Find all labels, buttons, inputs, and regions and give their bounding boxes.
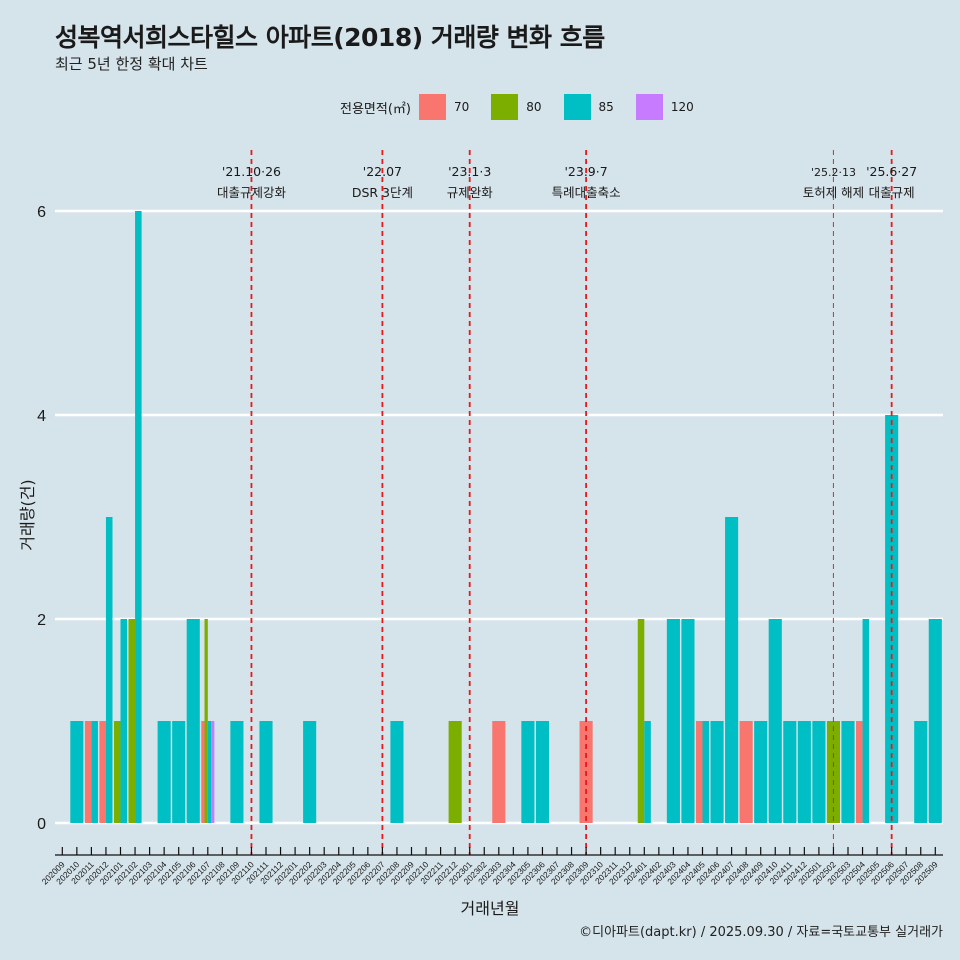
bar-85-202208 [390, 721, 404, 823]
legend-label-85: 85 [598, 100, 614, 114]
event-date-label: '25.6·27 [866, 164, 917, 179]
legend-label-70: 70 [453, 100, 470, 114]
bar-85-202107 [207, 721, 212, 823]
bar-70-202303 [492, 721, 506, 823]
bar-85-202105 [172, 721, 186, 823]
bar-85-202102 [135, 211, 142, 823]
bar-70-202408 [739, 721, 753, 823]
legend-key-70 [418, 94, 446, 120]
bar-70-202107 [201, 721, 205, 823]
bar-70-202012 [99, 721, 106, 823]
bar-85-202202 [303, 721, 317, 823]
bar-85-202412 [797, 721, 811, 823]
bar-85-202305 [521, 721, 535, 823]
legend-title: 전용면적(㎡) [340, 101, 411, 117]
bar-70-202405 [695, 721, 703, 823]
bar-80-202212 [448, 721, 462, 823]
legend-label-120: 120 [670, 100, 694, 114]
x-axis-title: 거래년월 [461, 899, 520, 918]
bar-85-202306 [535, 721, 549, 823]
event-date-label: '22.07 [363, 164, 402, 179]
event-desc-label: 대출규제 [869, 185, 915, 200]
event-date-label: '23.9·7 [564, 164, 607, 179]
bar-85-202410 [768, 619, 782, 823]
bar-85-202405 [702, 721, 710, 823]
bar-85-202509 [928, 619, 942, 823]
bar-85-202106 [186, 619, 200, 823]
event-date-label: '21.10·26 [222, 164, 281, 179]
bar-120-202107 [211, 721, 215, 823]
chart-subtitle: 최근 5년 한정 확대 차트 [55, 55, 208, 73]
bar-85-202508 [914, 721, 928, 823]
legend-label-80: 80 [526, 100, 542, 114]
bar-85-202104 [157, 721, 171, 823]
bar-80-202107 [204, 619, 208, 823]
chart-title: 성복역서희스타힐스 아파트(2018) 거래량 변화 흐름 [55, 23, 605, 52]
y-tick-label: 6 [37, 204, 46, 221]
bar-85-202111 [259, 721, 273, 823]
event-desc-label: 규제완화 [447, 185, 494, 200]
bar-80-202102 [128, 619, 136, 823]
bar-85-202401 [644, 721, 651, 823]
event-desc-label: 대출규제강화 [217, 185, 287, 200]
bar-85-202010 [70, 721, 84, 823]
event-date-label: '23.1·3 [448, 164, 491, 179]
bar-85-202403 [666, 619, 680, 823]
y-tick-label: 4 [37, 408, 46, 425]
caption: ©디아파트(dapt.kr) / 2025.09.30 / 자료=국토교통부 실… [579, 925, 943, 940]
bar-85-202409 [754, 721, 768, 823]
y-tick-label: 0 [37, 816, 46, 833]
legend: 전용면적(㎡) 70 80 85 120 [340, 94, 716, 120]
bar-85-202501 [812, 721, 826, 823]
event-date-label: '25.2·13 [811, 166, 856, 179]
y-tick-label: 2 [37, 612, 46, 629]
y-axis-title: 거래량(건) [18, 479, 37, 550]
bar-85-202011 [91, 721, 98, 823]
bar-80-202401 [637, 619, 645, 823]
event-desc-label: DSR 3단계 [352, 185, 413, 200]
legend-key-120 [635, 94, 663, 120]
bar-85-202109 [230, 721, 244, 823]
legend-key-85 [563, 94, 591, 120]
bar-80-202101 [113, 721, 121, 823]
bar-70-202011 [84, 721, 92, 823]
event-desc-label: 특례대출축소 [552, 185, 621, 200]
event-desc-label: 토허제 해제 [803, 185, 864, 200]
bar-70-202504 [856, 721, 863, 823]
bar-85-202504 [862, 619, 870, 823]
bar-85-202101 [120, 619, 128, 823]
bar-85-202503 [841, 721, 855, 823]
legend-key-80 [491, 94, 519, 120]
bar-85-202012 [105, 517, 113, 823]
bar-85-202404 [681, 619, 695, 823]
bar-85-202411 [783, 721, 797, 823]
bar-85-202407 [725, 517, 739, 823]
bar-85-202406 [710, 721, 724, 823]
